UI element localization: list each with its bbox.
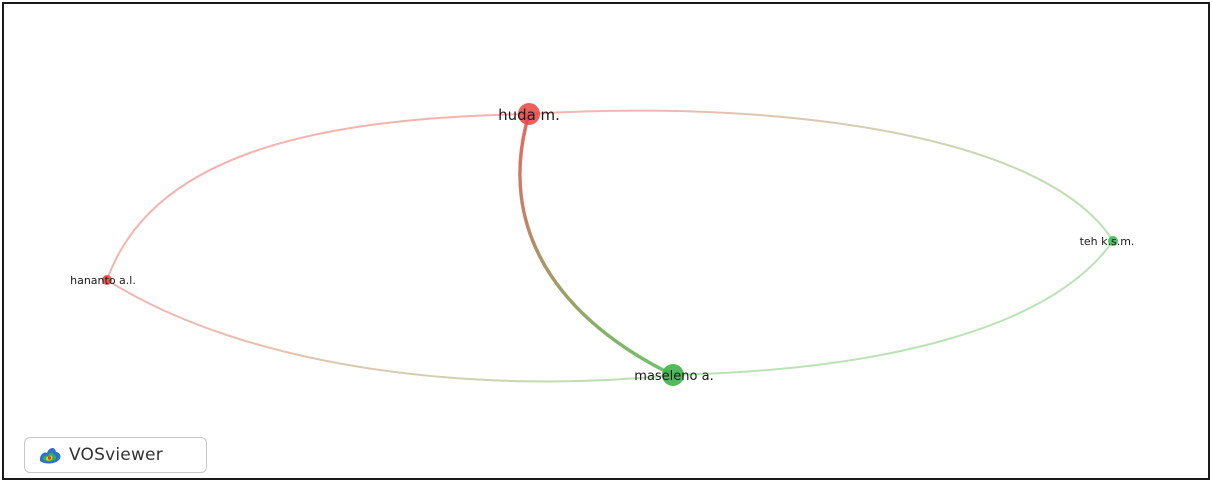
node-hananto[interactable] xyxy=(102,275,112,285)
link-huda-hananto xyxy=(106,113,530,281)
vosviewer-label: VOSviewer xyxy=(69,445,163,465)
vosviewer-badge[interactable]: VOSviewer xyxy=(24,437,207,473)
node-huda[interactable] xyxy=(518,103,540,125)
node-label-huda: huda m. xyxy=(498,106,560,124)
link-huda-teh xyxy=(528,109,1114,242)
vosviewer-logo-icon xyxy=(39,447,61,464)
link-hananto-maseleno xyxy=(106,279,674,383)
node-label-teh: teh k.s.m. xyxy=(1080,235,1135,248)
node-maseleno[interactable] xyxy=(662,364,684,386)
node-teh[interactable] xyxy=(1108,236,1118,246)
link-huda-maseleno xyxy=(518,113,674,377)
node-label-hananto: hananto a.l. xyxy=(70,274,136,287)
node-label-maseleno: maseleno a. xyxy=(634,369,713,384)
link-teh-maseleno xyxy=(672,240,1114,376)
